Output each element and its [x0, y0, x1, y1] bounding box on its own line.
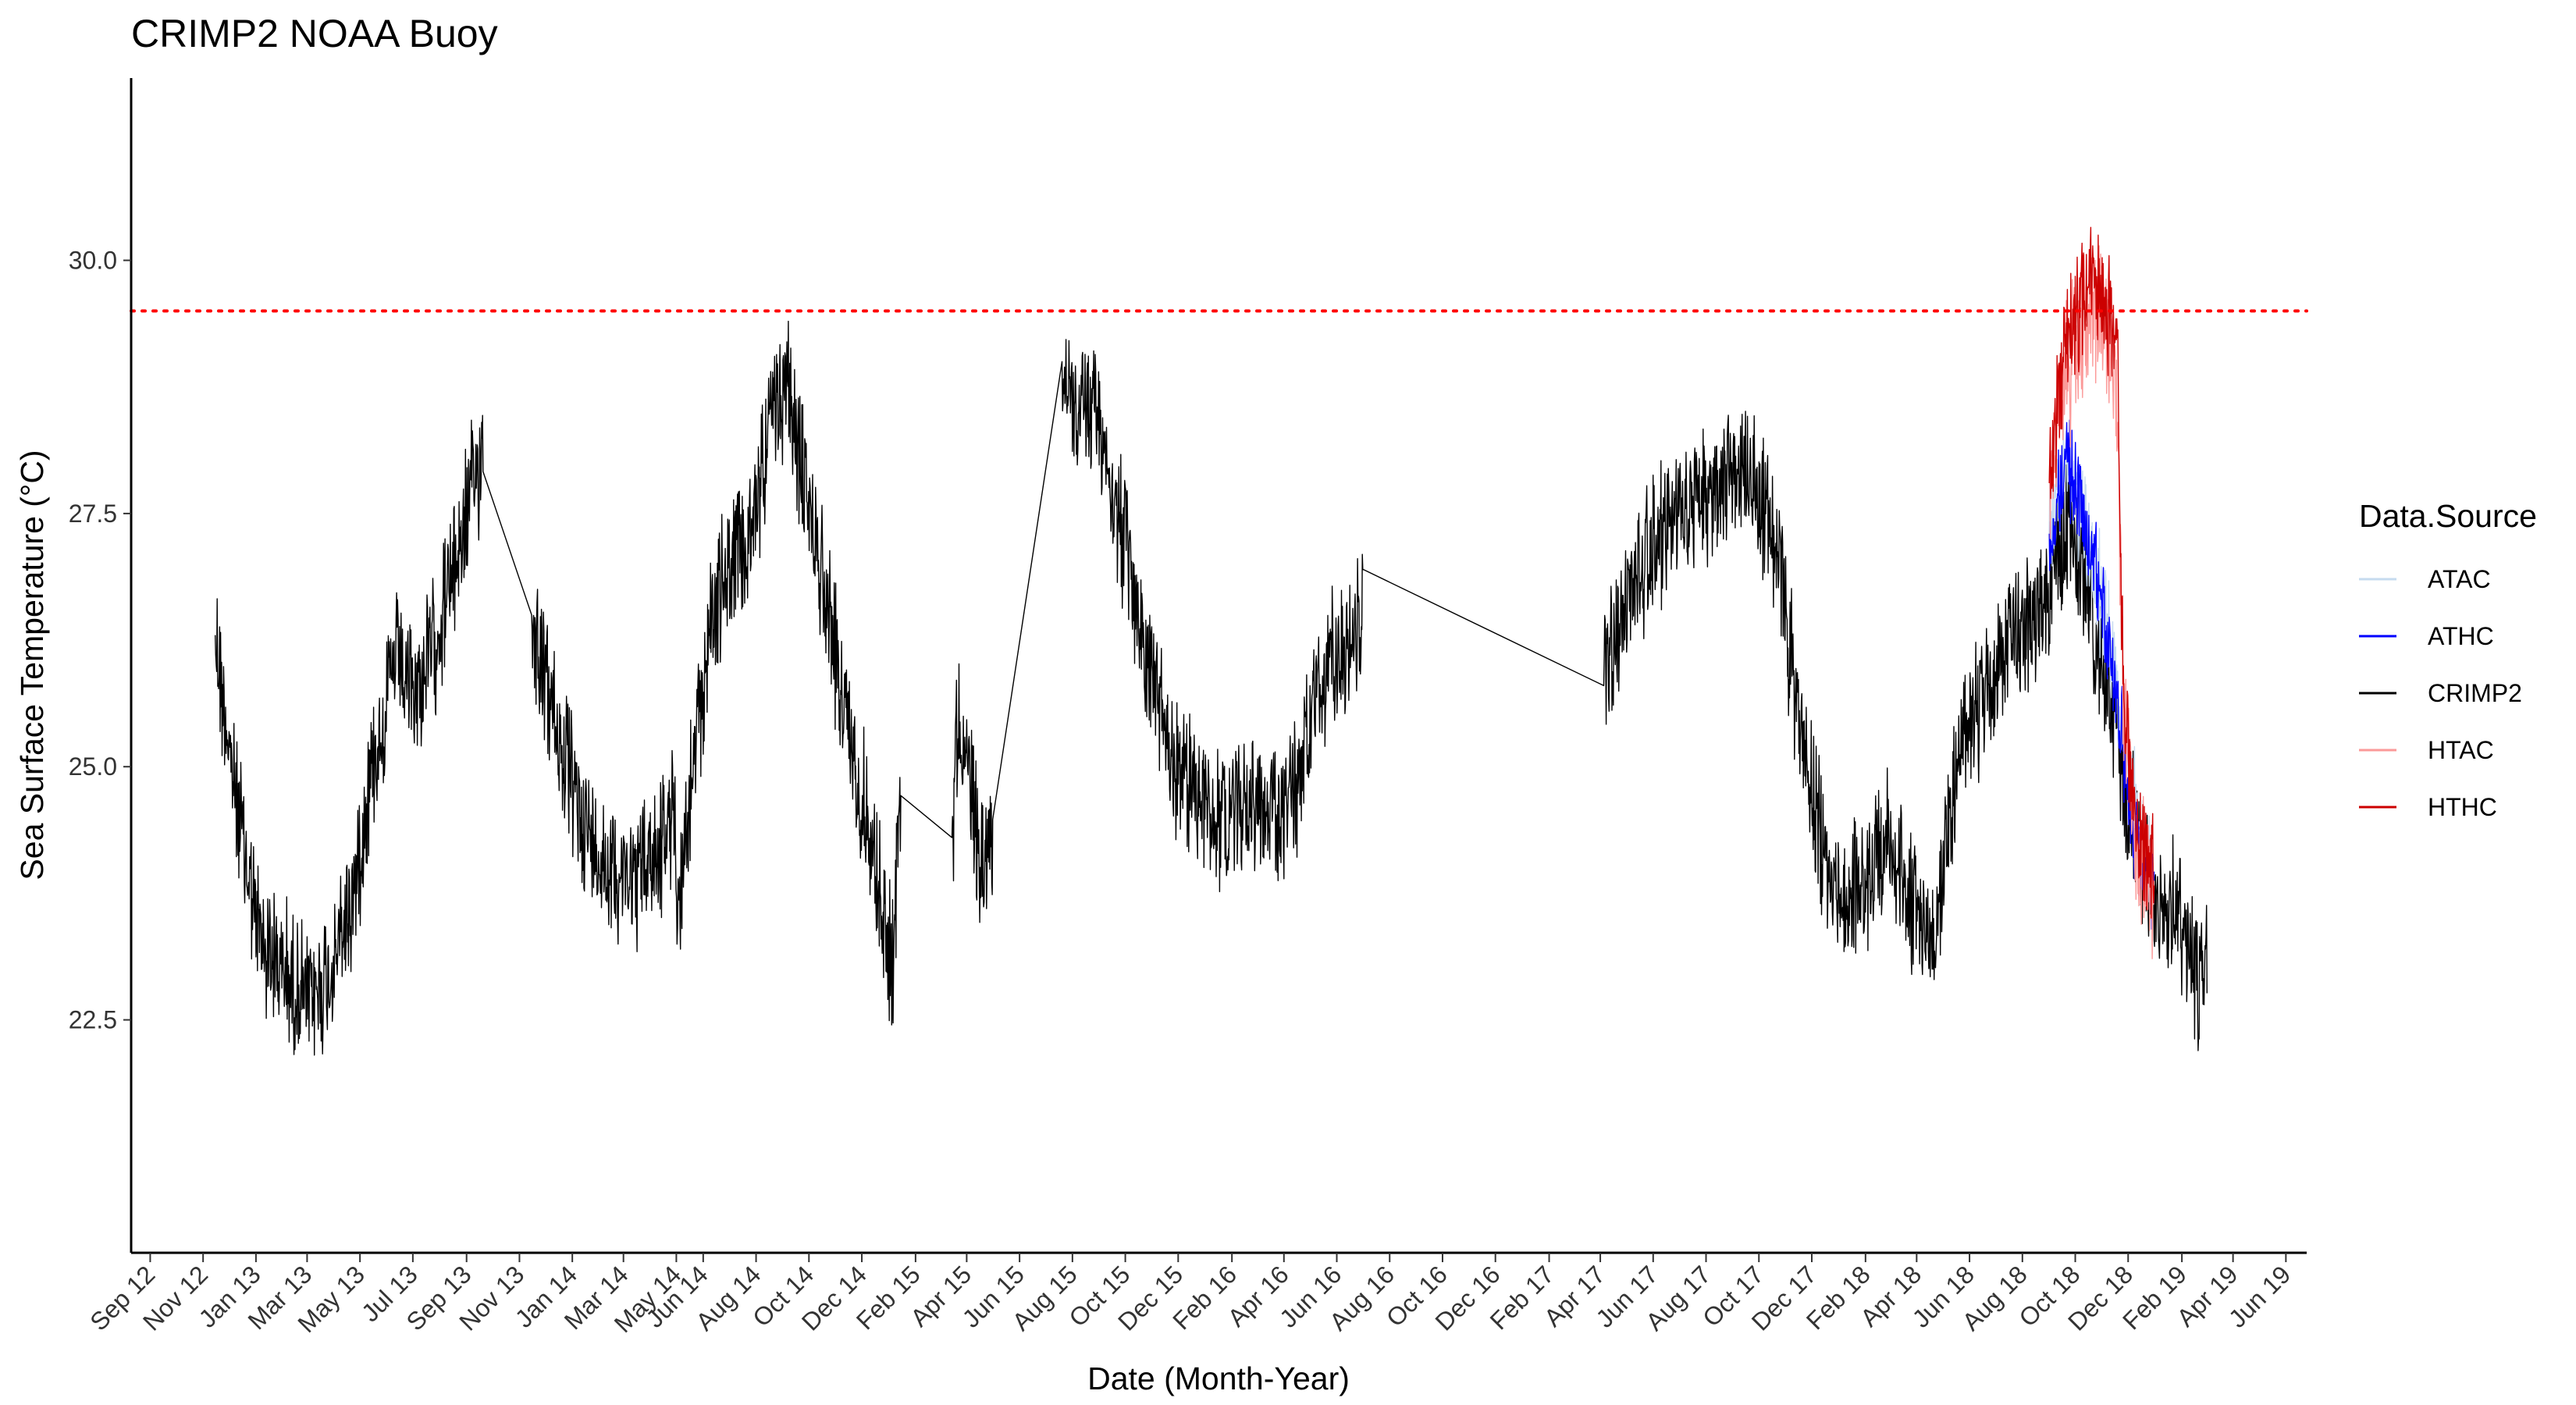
y-tick-label: 25.0 — [69, 752, 117, 781]
y-tick-label: 22.5 — [69, 1006, 117, 1034]
series-line-hthc — [2048, 226, 2155, 919]
legend-label-athc: ATHC — [2428, 622, 2494, 650]
x-axis-title: Date (Month-Year) — [1087, 1361, 1350, 1396]
series-line-crimp2 — [215, 320, 2208, 1056]
plot-area — [130, 226, 2308, 1056]
legend-label-hthc: HTHC — [2428, 793, 2497, 821]
legend-label-crimp2: CRIMP2 — [2428, 679, 2522, 707]
y-axis-ticks: 22.5 25.0 27.5 30.0 — [69, 247, 131, 1034]
legend-label-atac: ATAC — [2428, 565, 2491, 593]
y-axis-title: Sea Surface Temperature (°C) — [14, 450, 50, 880]
series-line-athc — [2048, 419, 2155, 930]
legend: Data.Source ATAC ATHC CRIMP2 HTAC HTHC — [2359, 498, 2537, 821]
y-tick-label: 27.5 — [69, 500, 117, 528]
y-tick-label: 30.0 — [69, 247, 117, 275]
legend-label-htac: HTAC — [2428, 736, 2494, 764]
legend-title: Data.Source — [2359, 498, 2537, 534]
chart-title: CRIMP2 NOAA Buoy — [131, 12, 498, 55]
